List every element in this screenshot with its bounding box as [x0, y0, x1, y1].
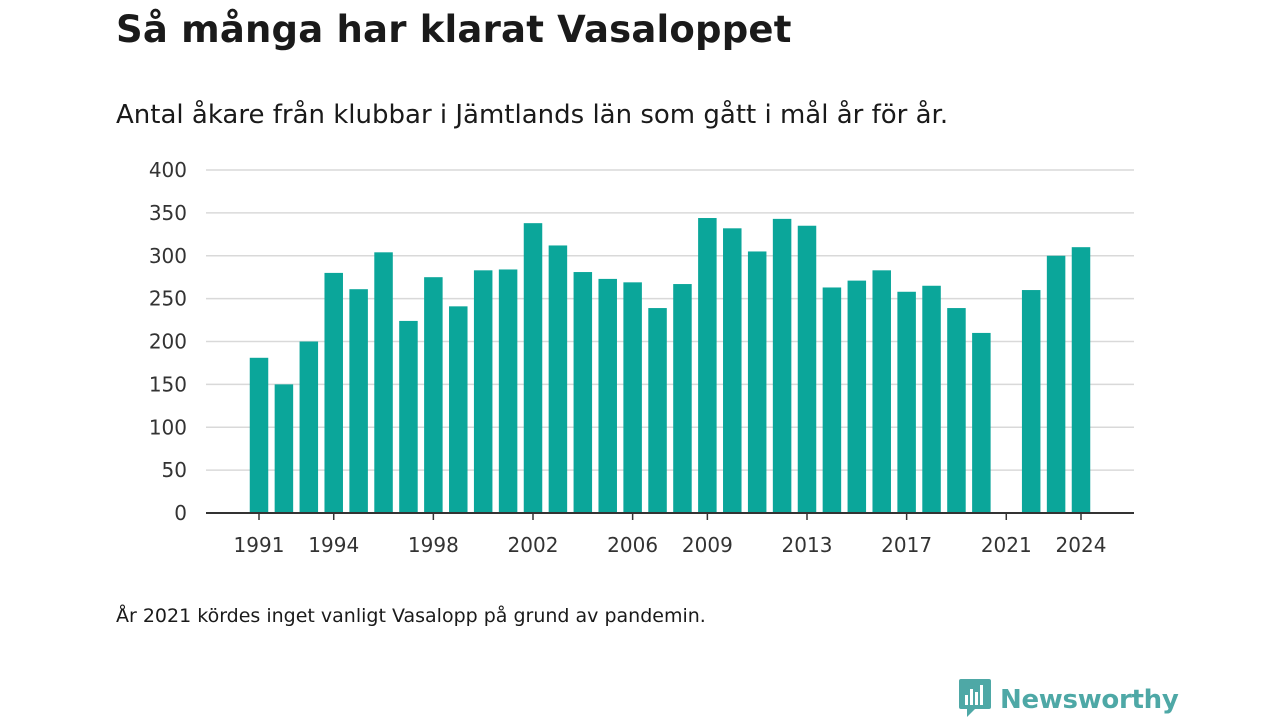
y-tick-label: 350 [149, 201, 187, 225]
bar-1992 [274, 384, 294, 513]
bar-1993 [299, 341, 319, 513]
bar-2023 [1046, 255, 1066, 513]
x-tick-label: 1991 [234, 533, 285, 557]
y-tick-label: 0 [174, 501, 187, 525]
y-tick-label: 300 [149, 244, 187, 268]
bar-2006 [623, 282, 642, 513]
y-tick-label: 100 [149, 415, 187, 439]
bar-2020 [972, 332, 991, 513]
x-tick-label: 2013 [782, 533, 833, 557]
y-tick-label: 200 [149, 330, 187, 354]
x-tick-label: 2002 [508, 533, 559, 557]
bar-2014 [822, 287, 842, 513]
brand-logo: Newsworthy [958, 678, 1179, 722]
bar-2004 [573, 272, 593, 513]
bar-2001 [498, 269, 518, 513]
bar-2024 [1071, 247, 1091, 514]
bar-2012 [772, 218, 792, 513]
x-tick-label: 2024 [1056, 533, 1107, 557]
bar-2013 [797, 225, 817, 514]
bar-1994 [324, 272, 343, 513]
bar-2007 [648, 308, 667, 513]
bar-2015 [847, 280, 867, 513]
bar-2010 [723, 228, 742, 513]
bar-2019 [947, 308, 966, 513]
bar-1995 [349, 289, 368, 513]
bar-1996 [374, 252, 393, 513]
bar-1999 [449, 306, 468, 513]
x-tick-label: 2009 [682, 533, 733, 557]
x-tick-label: 2017 [881, 533, 932, 557]
bar-2008 [673, 284, 692, 513]
bar-2000 [473, 270, 493, 513]
x-tick-label: 1994 [308, 533, 359, 557]
bar-2016 [872, 270, 891, 513]
bar-chart-speech-bubble-icon [958, 678, 992, 722]
footnote: År 2021 kördes inget vanligt Vasalopp på… [116, 605, 706, 627]
x-tick-label: 2021 [981, 533, 1032, 557]
bar-chart: 0 50 100 150 200 250 300 350 400 1991 1994 1998 2002… [149, 158, 1134, 557]
chart-title: Så många har klarat Vasaloppet [116, 8, 792, 51]
bar-2005 [598, 278, 617, 513]
bar-1998 [424, 277, 443, 513]
y-tick-label: 400 [149, 158, 187, 182]
chart-subtitle: Antal åkare från klubbar i Jämtlands län… [116, 100, 949, 130]
bar-2017 [897, 291, 916, 513]
x-tick-label: 2006 [607, 533, 658, 557]
brand-name: Newsworthy [1000, 685, 1179, 715]
bar-2011 [747, 251, 767, 513]
bar-2002 [523, 223, 543, 513]
bar-2003 [548, 245, 568, 513]
bar-2018 [922, 285, 941, 513]
bar-2022 [1021, 290, 1041, 513]
x-tick-label: 1998 [408, 533, 459, 557]
y-tick-label: 50 [162, 458, 187, 482]
bar-1991 [249, 357, 269, 513]
y-tick-label: 150 [149, 372, 187, 396]
bar-1997 [399, 320, 418, 513]
bar-2009 [698, 218, 717, 513]
y-tick-label: 250 [149, 287, 187, 311]
